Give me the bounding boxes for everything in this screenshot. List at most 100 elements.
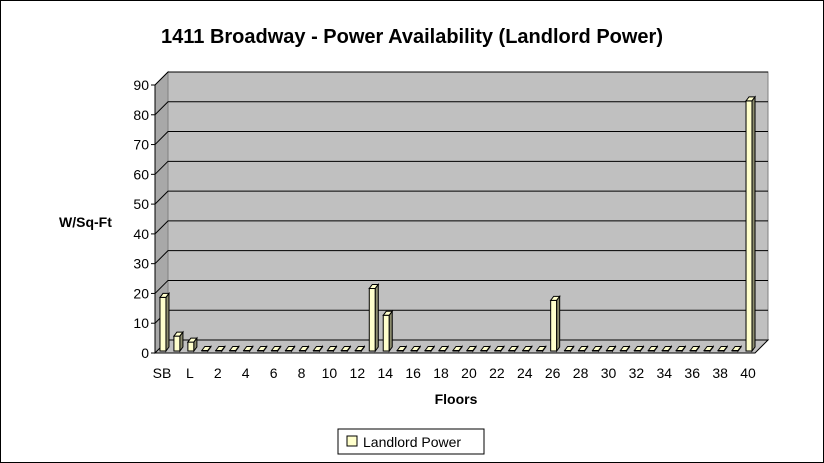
x-tick-label: 6	[270, 365, 278, 381]
y-tick-label: 30	[133, 256, 149, 272]
bar-side	[402, 345, 407, 353]
bar-20	[465, 345, 477, 353]
bar-23	[507, 345, 519, 353]
gridline	[154, 101, 768, 116]
bar-side	[165, 291, 170, 353]
bar-front	[173, 335, 181, 352]
bar-side	[486, 345, 491, 353]
bar-side	[667, 345, 672, 353]
y-tick-label: 10	[133, 315, 149, 331]
bar-side	[416, 345, 421, 353]
bar-24	[521, 345, 533, 353]
bar-side	[263, 345, 268, 353]
bar-side	[598, 345, 603, 353]
bar-side	[723, 345, 728, 353]
y-tick-label: 50	[133, 196, 149, 212]
bar-side	[305, 345, 310, 353]
y-tick-label: 0	[141, 345, 149, 361]
bar-7	[284, 345, 296, 353]
bar-SB	[158, 291, 170, 353]
x-tick-label: 38	[712, 365, 728, 381]
bar-16	[410, 345, 422, 353]
bar-33	[647, 345, 659, 353]
bar-9	[312, 345, 324, 353]
chart-title: 1411 Broadway - Power Availability (Land…	[161, 26, 663, 48]
legend-swatch	[346, 435, 358, 447]
legend-box	[337, 428, 485, 455]
bar-25	[535, 345, 547, 353]
bar-front	[382, 314, 390, 352]
legend-label: Landlord Power	[363, 434, 461, 450]
bar-L	[186, 336, 198, 353]
bar-side	[221, 345, 226, 353]
bar-front	[159, 296, 167, 352]
x-tick-label: 24	[517, 365, 533, 381]
bar-side	[751, 95, 756, 353]
bar-side	[346, 345, 351, 353]
bar-13	[368, 282, 380, 353]
bar-27	[563, 345, 575, 353]
x-tick-label: 32	[629, 365, 645, 381]
bar-11	[340, 345, 352, 353]
bar-29	[591, 345, 603, 353]
bar-32	[633, 345, 645, 353]
bar-side	[695, 345, 700, 353]
bar-35	[675, 345, 687, 353]
back-wall	[167, 71, 769, 341]
x-tick-label: 26	[545, 365, 561, 381]
bar-19	[452, 345, 463, 353]
gridline	[154, 160, 768, 175]
x-tick-label: 34	[657, 365, 673, 381]
bar-side	[653, 345, 658, 353]
gridlines	[154, 71, 768, 324]
x-tick-label: 20	[461, 365, 477, 381]
bar-side	[528, 345, 533, 353]
y-axis-label: W/Sq-Ft	[59, 214, 112, 230]
bar-side	[207, 345, 212, 353]
bar-front	[745, 100, 753, 352]
gridline	[154, 190, 768, 205]
bar-side	[556, 294, 561, 353]
bar-1	[200, 345, 212, 353]
bar-side	[472, 345, 477, 353]
gridline	[154, 220, 768, 235]
bar-side	[542, 345, 547, 353]
bar-side	[584, 345, 589, 353]
bar-front	[187, 341, 195, 352]
bar-side	[611, 345, 616, 353]
x-tick-label: 14	[377, 365, 393, 381]
bar-39	[731, 345, 743, 353]
x-tick-label: 12	[350, 365, 366, 381]
x-tick-label: SB	[153, 365, 172, 381]
gridline	[154, 279, 768, 294]
bar-side	[193, 336, 198, 353]
x-tick-label: 40	[740, 365, 756, 381]
bar-5	[256, 345, 268, 353]
bar-18	[438, 345, 450, 353]
x-tick-label: 18	[433, 365, 449, 381]
x-tick-label: 8	[298, 365, 306, 381]
x-tick-label: 28	[573, 365, 589, 381]
bar-side	[360, 345, 365, 353]
bar-34	[661, 345, 673, 353]
bar-side	[709, 345, 714, 353]
bar-37	[703, 345, 715, 353]
bar-side	[277, 345, 282, 353]
y-axis-ticks: 0 10 20 30 40 50 60 70 80 90	[133, 77, 156, 361]
bar-side	[291, 345, 296, 353]
bar-3	[228, 345, 240, 353]
bar-side	[681, 345, 686, 353]
y-tick-label: 80	[133, 107, 149, 123]
bar-36	[689, 345, 701, 353]
bar-10	[326, 345, 338, 353]
bar-front	[368, 287, 376, 352]
gridline	[154, 71, 768, 86]
bar-front	[550, 299, 558, 352]
bar-side	[332, 345, 337, 353]
bar-side	[235, 345, 240, 353]
bar-28	[577, 345, 589, 353]
x-tick-label: 4	[242, 365, 250, 381]
x-tick-label: L	[186, 365, 194, 381]
bar-side	[430, 345, 435, 353]
